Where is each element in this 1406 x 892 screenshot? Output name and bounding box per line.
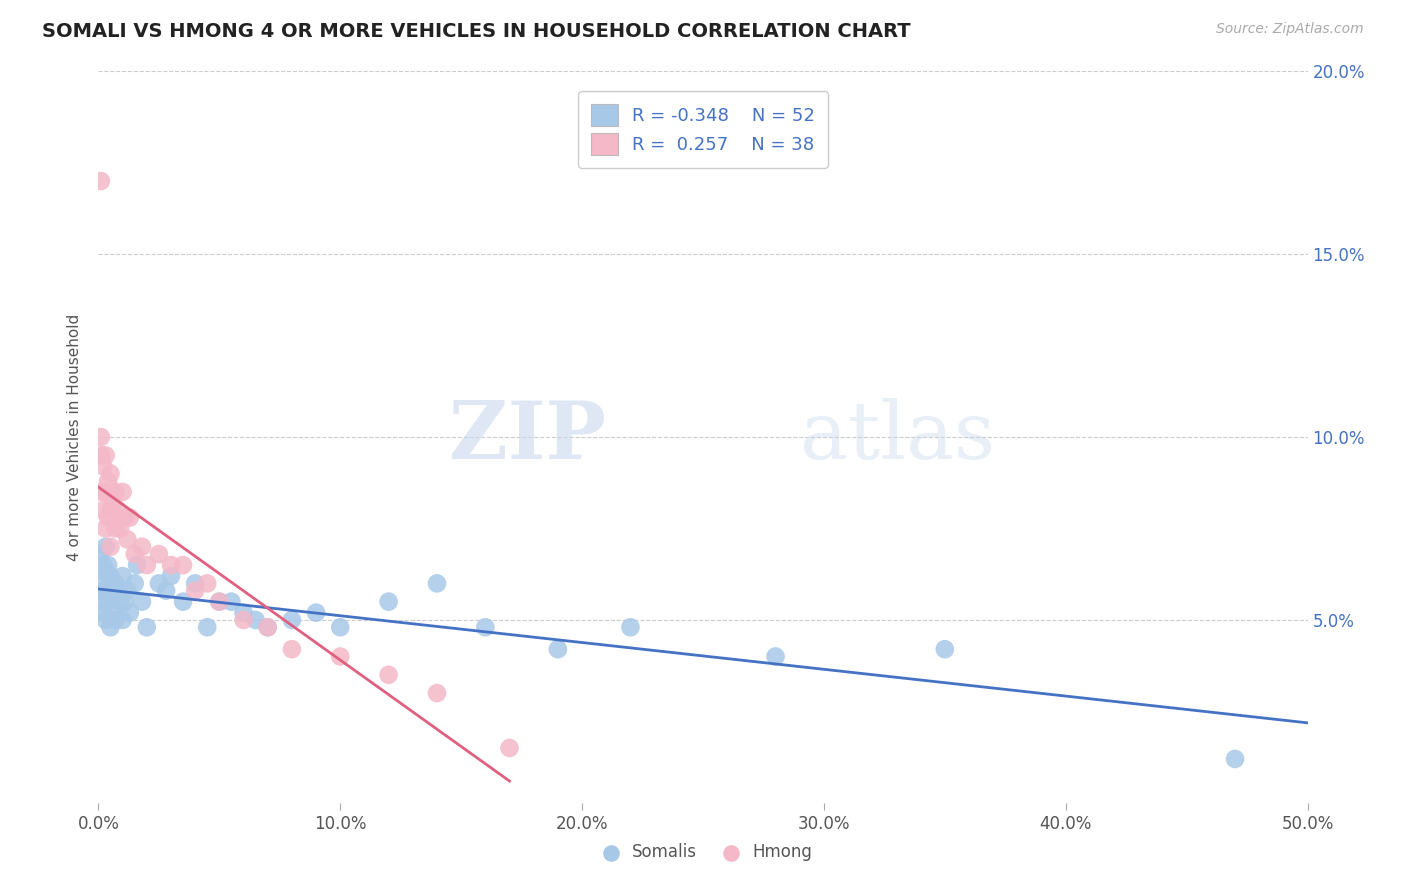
Point [100, 587, 122, 601]
Point [104, 576, 127, 591]
Point [124, 576, 146, 591]
Point [124, 547, 146, 561]
Point [91, 558, 114, 573]
Point [377, 594, 399, 608]
Point [91, 583, 114, 598]
Point [232, 613, 254, 627]
Point [101, 496, 124, 510]
Point [256, 620, 278, 634]
Point [94, 583, 117, 598]
Point [118, 606, 141, 620]
Point [107, 583, 129, 598]
Point [155, 583, 177, 598]
Point [160, 569, 183, 583]
Point [329, 649, 352, 664]
Point [94, 521, 117, 535]
Point [108, 521, 131, 535]
Point [94, 540, 117, 554]
Point [90, 594, 112, 608]
Point [934, 642, 956, 657]
Point [97, 510, 120, 524]
Point [377, 667, 399, 681]
Point [91, 503, 114, 517]
Point [90, 485, 112, 500]
Point [172, 558, 194, 573]
Point [172, 594, 194, 608]
Point [221, 594, 243, 608]
Point [107, 503, 129, 517]
Point [90, 576, 112, 591]
Point [547, 642, 569, 657]
Point [148, 547, 170, 561]
Text: SOMALI VS HMONG 4 OR MORE VEHICLES IN HOUSEHOLD CORRELATION CHART: SOMALI VS HMONG 4 OR MORE VEHICLES IN HO… [42, 22, 911, 41]
Point [118, 510, 141, 524]
Point [111, 569, 134, 583]
Point [114, 594, 136, 608]
Point [426, 576, 449, 591]
Text: atlas: atlas [800, 398, 995, 476]
Y-axis label: 4 or more Vehicles in Household: 4 or more Vehicles in Household [67, 313, 83, 561]
Point [111, 485, 134, 500]
Point [94, 566, 117, 580]
Point [474, 620, 496, 634]
Point [619, 620, 641, 634]
Point [90, 448, 112, 462]
Point [131, 594, 153, 608]
Legend: Somalis, Hmong: Somalis, Hmong [588, 837, 818, 868]
Point [148, 576, 170, 591]
Point [97, 558, 120, 573]
Point [1223, 752, 1246, 766]
Point [101, 576, 124, 591]
Point [208, 594, 231, 608]
Point [94, 613, 117, 627]
Point [97, 474, 120, 488]
Point [281, 642, 304, 657]
Point [91, 606, 114, 620]
Point [256, 620, 278, 634]
Point [94, 485, 117, 500]
Text: Source: ZipAtlas.com: Source: ZipAtlas.com [1216, 22, 1364, 37]
Point [91, 459, 114, 474]
Point [135, 620, 157, 634]
Point [195, 620, 218, 634]
Point [94, 448, 117, 462]
Point [97, 594, 120, 608]
Point [245, 613, 267, 627]
Point [184, 583, 207, 598]
Point [100, 540, 122, 554]
Point [765, 649, 787, 664]
Point [281, 613, 304, 627]
Point [111, 613, 134, 627]
Point [329, 620, 352, 634]
Point [195, 576, 218, 591]
Point [104, 613, 127, 627]
Point [117, 533, 139, 547]
Point [498, 740, 520, 755]
Point [305, 606, 328, 620]
Point [108, 594, 131, 608]
Point [100, 503, 122, 517]
Point [90, 547, 112, 561]
Point [208, 594, 231, 608]
Point [127, 558, 149, 573]
Point [100, 467, 122, 481]
Point [104, 485, 127, 500]
Point [104, 521, 127, 535]
Point [160, 558, 183, 573]
Point [101, 602, 124, 616]
Point [90, 174, 112, 188]
Point [114, 510, 136, 524]
Text: ZIP: ZIP [450, 398, 606, 476]
Point [232, 606, 254, 620]
Point [131, 540, 153, 554]
Point [135, 558, 157, 573]
Point [100, 620, 122, 634]
Point [426, 686, 449, 700]
Point [100, 569, 122, 583]
Point [184, 576, 207, 591]
Point [117, 583, 139, 598]
Point [90, 430, 112, 444]
